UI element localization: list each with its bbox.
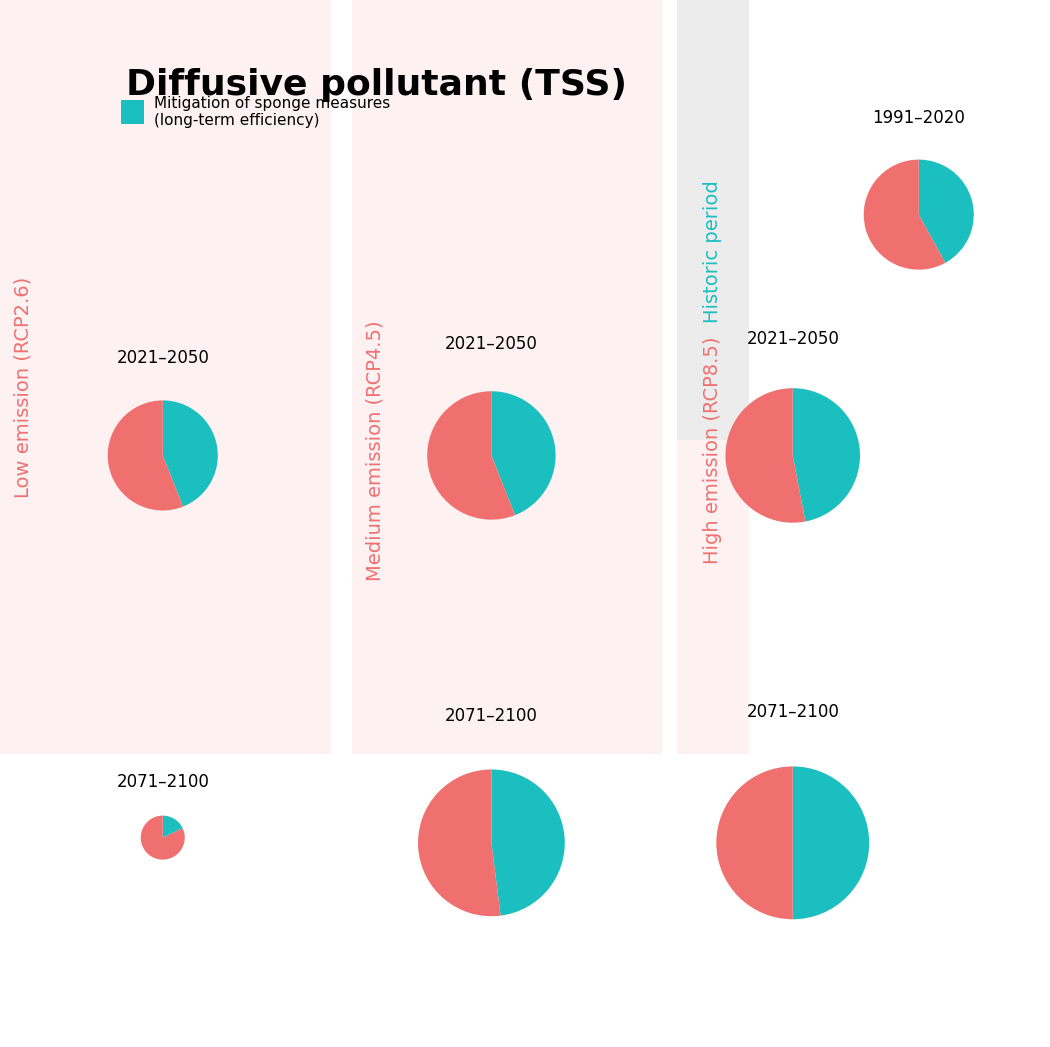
Wedge shape bbox=[919, 159, 973, 263]
Text: 2021–2050: 2021–2050 bbox=[117, 350, 209, 367]
Wedge shape bbox=[427, 392, 516, 519]
Wedge shape bbox=[726, 388, 805, 522]
Wedge shape bbox=[163, 400, 217, 507]
Text: Mitigation of sponge measures
(long-term efficiency): Mitigation of sponge measures (long-term… bbox=[154, 96, 391, 128]
Text: Medium emission (RCP4.5): Medium emission (RCP4.5) bbox=[365, 320, 385, 580]
Bar bbox=[0, 0, 331, 754]
Text: 2021–2050: 2021–2050 bbox=[747, 330, 839, 348]
Wedge shape bbox=[141, 816, 185, 860]
Wedge shape bbox=[108, 400, 183, 511]
Text: 2071–2100: 2071–2100 bbox=[445, 708, 538, 726]
Bar bbox=[121, 101, 144, 124]
Text: 2071–2100: 2071–2100 bbox=[117, 773, 209, 790]
Text: Historic period: Historic period bbox=[704, 180, 722, 322]
Text: 1991–2020: 1991–2020 bbox=[873, 109, 965, 127]
Wedge shape bbox=[163, 816, 183, 838]
Wedge shape bbox=[491, 770, 565, 916]
Wedge shape bbox=[491, 392, 555, 515]
Wedge shape bbox=[716, 766, 793, 919]
Text: 2021–2050: 2021–2050 bbox=[445, 335, 538, 353]
Text: High emission (RCP8.5): High emission (RCP8.5) bbox=[704, 336, 722, 564]
Text: Low emission (RCP2.6): Low emission (RCP2.6) bbox=[14, 276, 33, 498]
Text: 2071–2100: 2071–2100 bbox=[747, 703, 839, 720]
Wedge shape bbox=[793, 388, 860, 521]
Bar bbox=[677, 0, 749, 754]
Wedge shape bbox=[418, 770, 501, 916]
Wedge shape bbox=[864, 159, 945, 270]
Bar bbox=[677, 0, 749, 440]
Wedge shape bbox=[793, 766, 869, 919]
Bar bbox=[352, 0, 662, 754]
Text: Diffusive pollutant (TSS): Diffusive pollutant (TSS) bbox=[126, 68, 627, 102]
